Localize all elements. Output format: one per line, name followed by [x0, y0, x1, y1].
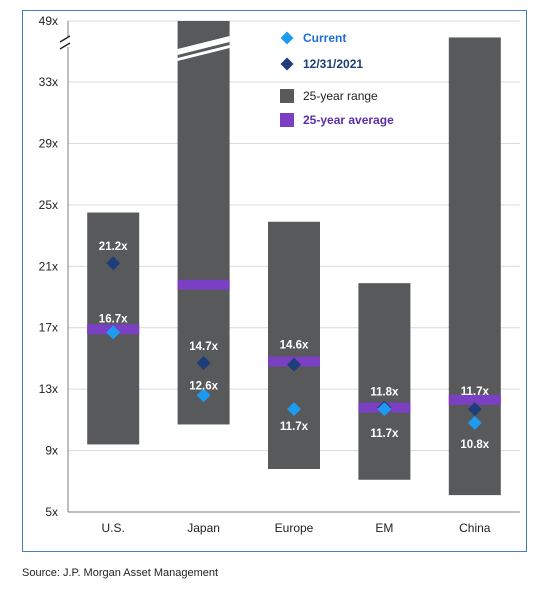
- average-marker: [448, 394, 501, 405]
- axis-break-mark: [59, 35, 71, 43]
- axis-break-gap: [62, 38, 74, 47]
- prior-diamond: [287, 357, 301, 372]
- legend-label: 25-year average: [303, 113, 394, 127]
- current-diamond: [287, 402, 301, 417]
- data-label: 11.7x: [461, 386, 490, 398]
- x-tick-label: EM: [375, 521, 393, 535]
- x-tick-label: U.S.: [102, 521, 125, 535]
- legend-label: Current: [303, 31, 346, 45]
- axis-break-mark: [59, 42, 71, 50]
- data-label: 11.8x: [370, 387, 399, 399]
- current-diamond: [467, 415, 482, 430]
- data-label: 11.7x: [370, 428, 399, 440]
- data-label: 16.7x: [99, 313, 128, 325]
- legend-diamond: [280, 57, 294, 71]
- prior-diamond: [106, 256, 121, 271]
- x-tick-label: Europe: [275, 521, 314, 535]
- legend-square: [280, 113, 294, 127]
- data-label: 21.2x: [99, 241, 128, 253]
- data-label: 14.6x: [280, 340, 309, 352]
- average-marker: [177, 279, 230, 290]
- y-tick-label: 33x: [39, 75, 58, 89]
- legend-square: [280, 89, 294, 103]
- pe-range-chart: 5x 9x 13x 17x 21x 25x 29x 33x 49x U.S. Japan Europe…: [39, 14, 520, 535]
- range-bar: [268, 221, 320, 469]
- prior-diamond: [196, 356, 211, 371]
- prior-diamond: [467, 402, 482, 417]
- y-tick-label: 17x: [39, 321, 58, 335]
- data-label: 10.8x: [460, 439, 489, 451]
- y-tick-label: 21x: [39, 259, 58, 273]
- data-label: 14.7x: [189, 341, 218, 353]
- legend-label: 25-year range: [303, 89, 378, 103]
- bar-break-mark: [177, 45, 230, 61]
- y-tick-label: 25x: [39, 198, 58, 212]
- data-label: 11.7x: [280, 421, 309, 433]
- y-tick-label: 5x: [45, 505, 58, 519]
- current-diamond: [196, 388, 211, 403]
- legend-label: 12/31/2021: [303, 57, 363, 71]
- data-label: 12.6x: [189, 380, 218, 392]
- y-tick-label: 29x: [39, 136, 58, 150]
- y-tick-label: 49x: [39, 14, 58, 28]
- x-tick-label: Japan: [187, 521, 220, 535]
- source-note: Source: J.P. Morgan Asset Management: [22, 567, 219, 579]
- x-tick-label: China: [459, 521, 491, 535]
- current-diamond: [106, 325, 121, 340]
- current-diamond: [377, 402, 392, 417]
- range-bar: [358, 283, 411, 480]
- bar-break-mark: [177, 36, 230, 55]
- y-tick-label: 13x: [39, 382, 58, 396]
- y-tick-label: 9x: [45, 444, 58, 458]
- legend-diamond: [280, 31, 294, 45]
